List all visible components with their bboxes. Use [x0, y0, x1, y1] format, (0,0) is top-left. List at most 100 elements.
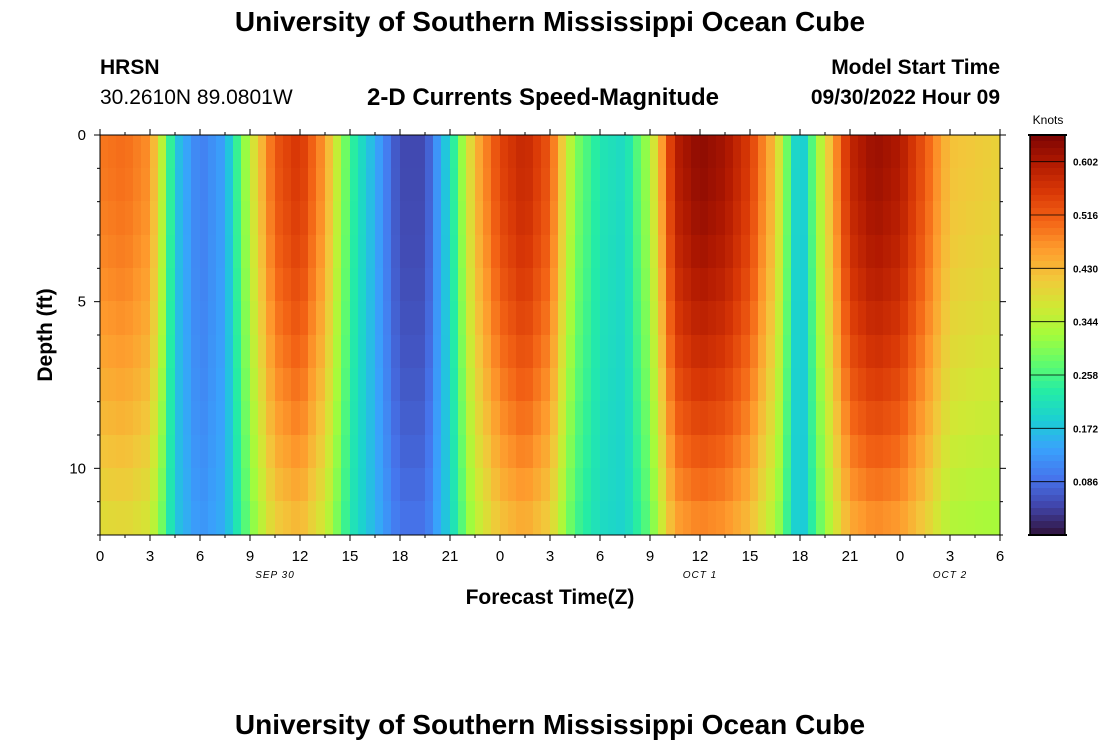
heatmap-cell: [133, 435, 143, 470]
heatmap-cell: [450, 301, 460, 336]
heatmap-cell: [466, 168, 476, 203]
heatmap-cell: [158, 435, 168, 470]
heatmap-cell: [208, 301, 218, 336]
heatmap-cell: [850, 201, 860, 236]
heatmap-cell: [533, 501, 543, 536]
heatmap-cell: [725, 235, 735, 270]
heatmap-cell: [425, 135, 435, 170]
heatmap-cell: [316, 301, 326, 336]
heatmap-cell: [833, 168, 843, 203]
heatmap-cell: [875, 335, 885, 370]
heatmap-cell: [650, 135, 660, 170]
heatmap-cell: [850, 168, 860, 203]
heatmap-cell: [166, 268, 176, 303]
heatmap-cell: [166, 201, 176, 236]
heatmap-cell: [866, 301, 876, 336]
heatmap-cell: [525, 368, 535, 403]
heatmap-cell: [900, 401, 910, 436]
heatmap-cell: [383, 468, 393, 503]
heatmap-cell: [708, 435, 718, 470]
heatmap-cell: [325, 468, 335, 503]
heatmap-cell: [766, 468, 776, 503]
heatmap-cell: [191, 468, 201, 503]
colorbar-tick-label: 0.344: [1073, 318, 1098, 329]
heatmap-cell: [950, 435, 960, 470]
heatmap-cell: [550, 468, 560, 503]
heatmap-cell: [558, 168, 568, 203]
heatmap-cell: [283, 368, 293, 403]
heatmap-cell: [883, 201, 893, 236]
heatmap-cell: [633, 468, 643, 503]
heatmap-cell: [733, 335, 743, 370]
heatmap-cell: [408, 335, 418, 370]
heatmap-cell: [758, 301, 768, 336]
heatmap-cell: [866, 368, 876, 403]
heatmap-cell: [225, 368, 235, 403]
heatmap-cell: [150, 268, 160, 303]
heatmap-cell: [141, 168, 151, 203]
heatmap-cell: [858, 468, 868, 503]
colorbar-segment: [1030, 255, 1065, 263]
heatmap-cell: [275, 268, 285, 303]
heatmap-cell: [808, 501, 818, 536]
heatmap-cell: [316, 235, 326, 270]
heatmap-cell: [741, 235, 751, 270]
heatmap-cell: [150, 201, 160, 236]
heatmap-cell: [975, 135, 985, 170]
heatmap-cell: [191, 135, 201, 170]
heatmap-cell: [525, 468, 535, 503]
heatmap-cell: [800, 168, 810, 203]
heatmap-cell: [575, 301, 585, 336]
heatmap-cell: [600, 301, 610, 336]
heatmap-cell: [883, 168, 893, 203]
heatmap-cell: [950, 168, 960, 203]
heatmap-cell: [225, 335, 235, 370]
heatmap-cell: [958, 401, 968, 436]
heatmap-cell: [300, 268, 310, 303]
heatmap-cell: [450, 435, 460, 470]
heatmap-cell: [291, 201, 301, 236]
heatmap-cell: [675, 401, 685, 436]
heatmap-cell: [250, 201, 260, 236]
heatmap-cell: [233, 435, 243, 470]
heatmap-cell: [583, 468, 593, 503]
heatmap-cell: [375, 435, 385, 470]
heatmap-cell: [466, 401, 476, 436]
heatmap-cell: [583, 435, 593, 470]
heatmap-cell: [133, 268, 143, 303]
heatmap-cell: [691, 301, 701, 336]
colorbar-tick-label: 0.430: [1073, 264, 1098, 275]
heatmap-cell: [850, 368, 860, 403]
heatmap-cell: [908, 168, 918, 203]
heatmap-cell: [191, 501, 201, 536]
heatmap-cell: [800, 235, 810, 270]
heatmap-cell: [616, 235, 626, 270]
colorbar-segment: [1030, 175, 1065, 183]
heatmap-cell: [483, 401, 493, 436]
y-axis: 0 5 10: [69, 127, 1006, 536]
heatmap-cell: [450, 368, 460, 403]
heatmap-cell: [241, 235, 251, 270]
heatmap-cell: [950, 501, 960, 536]
heatmap-cell: [941, 301, 951, 336]
colorbar-segment: [1030, 341, 1065, 349]
heatmap-cell: [816, 401, 826, 436]
heatmap-cell: [400, 135, 410, 170]
heatmap-cell: [233, 201, 243, 236]
heatmap-cell: [641, 401, 651, 436]
heatmap-cell: [533, 135, 543, 170]
heatmap-cell: [858, 368, 868, 403]
heatmap-cell: [358, 268, 368, 303]
heatmap-cell: [991, 201, 1001, 236]
heatmap-cell: [275, 368, 285, 403]
heatmap-cell: [466, 468, 476, 503]
heatmap-cell: [983, 201, 993, 236]
model-start-value: 09/30/2022 Hour 09: [810, 86, 1000, 109]
heatmap-cell: [316, 135, 326, 170]
heatmap-cell: [825, 501, 835, 536]
colorbar-segment: [1030, 441, 1065, 449]
heatmap-cell: [708, 168, 718, 203]
heatmap-cell: [258, 235, 268, 270]
heatmap-cell: [866, 468, 876, 503]
heatmap-cell: [108, 135, 118, 170]
